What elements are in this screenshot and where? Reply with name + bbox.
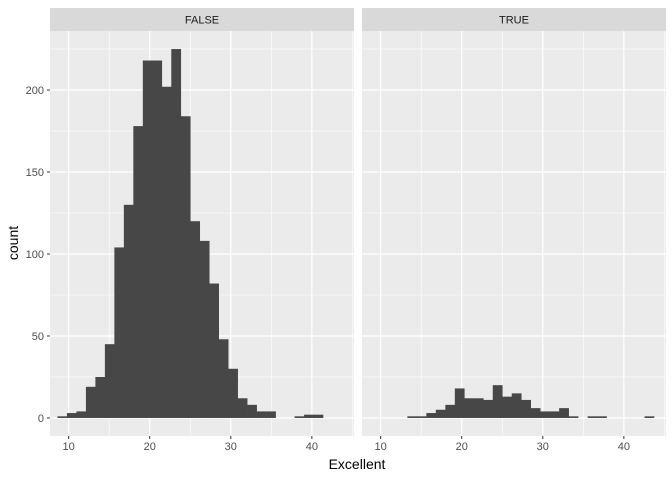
histogram-bar [435,409,446,418]
histogram-bar [66,413,77,418]
histogram-bar [104,344,115,418]
histogram-bar [247,404,257,418]
histogram-bar [304,414,314,418]
histogram-bar [473,398,484,418]
y-tick-label: 100 [26,249,44,261]
histogram-bar [540,411,550,418]
histogram-bar [416,416,427,418]
histogram-bar [142,60,153,418]
histogram-bar [521,399,531,418]
histogram-bar [483,399,494,418]
x-tick-label: 30 [537,441,549,453]
histogram-bar [464,398,475,418]
histogram-bar [256,411,267,418]
histogram-bar [161,86,172,418]
y-tick-label: 150 [26,167,44,179]
histogram-bar [445,404,456,418]
x-tick-label: 10 [63,441,75,453]
histogram-bar [123,204,134,418]
facet-panel-false: FALSE [50,8,354,436]
histogram-bar [76,411,87,418]
histogram-bar [294,416,305,418]
histogram-bar [180,116,191,418]
y-tick-label: 0 [38,413,44,425]
histogram-bar [152,60,163,418]
histogram-bar [199,240,210,418]
histogram-bar [530,408,541,418]
x-axis: 10 20 30 40 10 20 30 40 [63,436,630,453]
histogram-bar [492,385,503,418]
x-tick-label: 40 [306,441,318,453]
histogram-bar [228,368,238,418]
facet-strip [362,8,666,31]
histogram-bars [57,49,324,418]
histogram-bar [114,247,125,418]
histogram-bar [407,416,418,418]
x-tick-label: 20 [456,441,468,453]
histogram-bar [133,126,144,418]
histogram-bar [597,416,607,418]
histogram-bar [266,411,276,418]
histogram-bar [218,339,229,418]
y-axis-title: count [5,226,21,260]
histogram-bar [57,416,68,418]
histogram-bar [559,408,569,418]
histogram-bar [313,414,324,418]
histogram-bar [568,416,579,418]
facet-panels: FALSE TRUE [50,8,666,436]
histogram-bar [502,396,513,418]
x-tick-label: 40 [618,441,630,453]
y-axis: 0 50 100 150 200 [26,85,50,425]
x-tick-label: 10 [375,441,387,453]
x-tick-label: 20 [144,441,156,453]
panel-background [362,31,666,436]
y-tick-label: 50 [32,331,44,343]
histogram-bar [171,49,182,418]
facet-strip-label: FALSE [185,15,219,27]
histogram-bar [511,393,522,418]
histogram-bar [587,416,598,418]
facet-strip-label: TRUE [499,15,529,27]
histogram-bar [454,388,465,418]
y-tick-label: 200 [26,85,44,97]
histogram-bar [644,416,655,418]
x-tick-label: 30 [225,441,237,453]
facet-strip [50,8,354,31]
histogram-bar [209,283,219,418]
histogram-bars [407,385,655,418]
x-axis-title: Excellent [329,456,386,472]
histogram-bar [426,413,437,418]
histogram-bar [237,398,248,418]
facet-panel-true: TRUE [362,8,666,436]
histogram-bar [549,411,560,418]
histogram-bar [190,221,201,418]
histogram-bar [95,376,106,418]
histogram-bar [85,386,96,418]
